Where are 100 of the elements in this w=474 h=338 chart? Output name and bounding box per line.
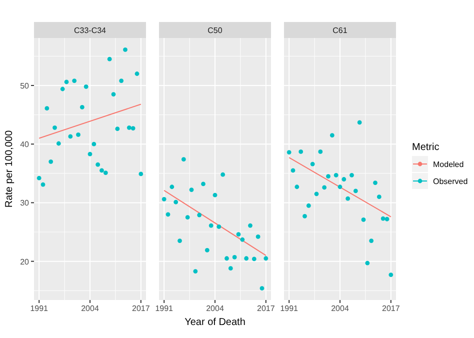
point: [294, 184, 300, 190]
legend-label: Modeled: [433, 160, 464, 169]
point: [123, 48, 128, 52]
point: [373, 180, 378, 185]
point: [240, 237, 245, 242]
point: [174, 200, 178, 204]
point: [36, 176, 42, 180]
point: [88, 152, 92, 156]
point: [338, 184, 342, 190]
point: [260, 286, 264, 290]
point: [322, 185, 327, 190]
point: [310, 162, 315, 166]
point: [197, 212, 202, 218]
point: [189, 188, 194, 192]
point: [204, 248, 210, 252]
point: [201, 182, 206, 186]
point: [388, 272, 394, 277]
y-tick-label: 30: [20, 198, 30, 208]
y-axis-title: Rate per 100,000: [4, 130, 15, 208]
point: [302, 214, 307, 218]
point: [68, 134, 73, 139]
point: [244, 256, 249, 261]
point: [208, 223, 214, 228]
point: [256, 234, 260, 239]
x-tick-label: 2017: [257, 304, 276, 313]
point: [264, 256, 268, 261]
point: [306, 203, 311, 208]
point: [103, 170, 108, 176]
x-tick-label: 1991: [155, 304, 174, 313]
point: [181, 157, 186, 162]
chart-title: C50: [208, 26, 223, 35]
point: [228, 266, 233, 271]
y-tick-label: 50: [20, 81, 30, 90]
point: [357, 120, 362, 125]
point: [170, 184, 174, 190]
point: [115, 126, 120, 132]
point: [130, 126, 136, 130]
point: [353, 188, 358, 194]
point: [236, 232, 241, 237]
point: [111, 92, 116, 96]
y-tick-label: 40: [20, 140, 30, 150]
point: [193, 269, 198, 274]
point: [92, 142, 96, 146]
point: [380, 216, 386, 221]
point: [84, 84, 88, 89]
point: [134, 72, 140, 76]
point: [166, 212, 170, 217]
chart-title: C33-C34: [74, 26, 107, 35]
point: [107, 56, 112, 62]
point: [314, 192, 319, 196]
x-tick-label: 1991: [280, 304, 299, 313]
x-tick-label: 1991: [30, 304, 49, 313]
point: [185, 215, 190, 220]
x-tick-label: 2004: [206, 304, 224, 313]
x-tick-label: 2017: [382, 304, 400, 313]
point: [334, 172, 338, 178]
point: [126, 125, 132, 130]
point: [52, 125, 57, 130]
point: [220, 172, 226, 177]
point: [162, 196, 166, 202]
point: [248, 223, 252, 228]
point: [290, 168, 296, 173]
point: [216, 224, 222, 229]
point: [326, 174, 330, 179]
legend-title: Metric: [412, 142, 440, 153]
legend-label: Observed: [433, 177, 468, 186]
point: [178, 238, 182, 243]
point: [80, 104, 84, 110]
point: [60, 86, 65, 92]
point: [212, 192, 218, 198]
point: [48, 159, 54, 164]
point: [56, 141, 61, 146]
point: [286, 150, 292, 154]
point: [40, 182, 46, 187]
point: [76, 132, 80, 137]
point: [342, 177, 346, 182]
x-tick-label: 2017: [132, 304, 150, 313]
point: [298, 150, 304, 154]
x-tick-label: 2004: [331, 304, 350, 313]
point: [252, 256, 256, 262]
point: [96, 162, 100, 167]
point: [350, 172, 354, 178]
point: [330, 133, 334, 138]
point: [72, 78, 77, 83]
point: [318, 150, 323, 154]
point: [224, 256, 229, 261]
point: [369, 238, 374, 243]
x-tick-label: 2004: [81, 304, 100, 313]
chart-title: C61: [332, 26, 348, 35]
point: [138, 172, 144, 176]
y-tick-label: 20: [20, 257, 30, 266]
point: [365, 260, 370, 266]
point: [376, 194, 382, 200]
x-axis-title: Year of Death: [184, 317, 246, 328]
point: [384, 216, 390, 222]
point: [232, 255, 237, 260]
point: [361, 218, 366, 222]
point: [119, 78, 124, 83]
point: [44, 106, 50, 111]
point: [100, 168, 104, 173]
